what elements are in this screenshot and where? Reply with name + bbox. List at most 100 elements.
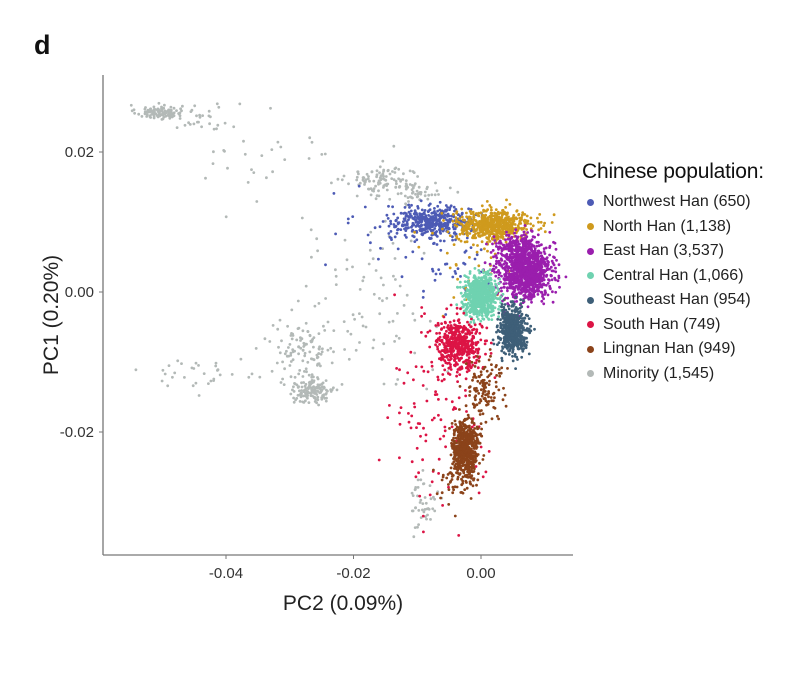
data-point <box>406 371 410 375</box>
data-point <box>439 356 443 360</box>
data-point <box>481 230 485 234</box>
data-point <box>444 397 448 401</box>
data-point <box>417 471 420 475</box>
data-point <box>449 368 453 371</box>
data-point <box>451 275 455 279</box>
data-point <box>471 335 475 339</box>
data-point <box>361 279 365 283</box>
data-point <box>511 300 515 303</box>
data-point <box>538 268 542 272</box>
data-point <box>459 357 463 360</box>
data-point <box>517 316 520 320</box>
data-point <box>490 297 494 301</box>
data-point <box>303 370 306 373</box>
data-point <box>433 227 437 230</box>
data-point <box>468 365 472 368</box>
data-point <box>452 215 456 219</box>
data-point <box>527 295 531 298</box>
data-point <box>300 392 303 396</box>
data-point <box>541 293 545 297</box>
panel-label: d <box>34 30 51 60</box>
data-point <box>417 217 421 221</box>
data-point <box>374 269 378 272</box>
data-point <box>409 209 413 213</box>
series-central-han <box>455 267 505 325</box>
data-point <box>439 239 442 243</box>
data-point <box>481 227 484 231</box>
data-point <box>509 259 512 263</box>
data-point <box>522 244 525 247</box>
data-point <box>443 355 446 359</box>
data-point <box>478 355 482 359</box>
data-point <box>464 377 468 381</box>
data-point <box>471 328 474 332</box>
data-point <box>557 263 561 267</box>
data-point <box>432 223 436 227</box>
data-point <box>540 257 544 261</box>
data-point <box>512 266 516 270</box>
data-point <box>518 266 522 270</box>
data-point <box>468 270 472 273</box>
data-point <box>462 360 466 364</box>
data-point <box>526 272 529 275</box>
data-point <box>531 224 535 228</box>
data-point <box>302 389 306 392</box>
data-point <box>551 300 555 304</box>
data-point <box>450 400 454 404</box>
data-point <box>530 261 534 265</box>
data-point <box>152 105 156 109</box>
data-point <box>395 334 398 338</box>
data-point <box>535 244 539 248</box>
data-point <box>425 220 429 224</box>
data-point <box>130 109 134 113</box>
data-point <box>175 126 179 129</box>
data-point <box>411 228 415 232</box>
data-point <box>504 344 508 348</box>
data-point <box>520 331 524 334</box>
data-point <box>334 232 337 236</box>
data-point <box>523 287 527 291</box>
data-point <box>469 325 473 329</box>
data-point <box>440 379 444 383</box>
data-point <box>299 346 303 350</box>
data-point <box>447 214 451 218</box>
data-point <box>455 210 459 214</box>
data-point <box>288 364 292 367</box>
data-point <box>172 106 176 110</box>
data-point <box>334 268 337 272</box>
data-point <box>441 373 445 376</box>
data-point <box>204 176 207 180</box>
data-point <box>480 278 484 282</box>
data-point <box>381 159 385 163</box>
data-point <box>387 204 390 208</box>
data-point <box>506 227 510 230</box>
data-point <box>474 284 477 288</box>
data-point <box>415 238 419 242</box>
data-point <box>420 208 424 212</box>
data-point <box>462 336 466 339</box>
data-point <box>434 181 437 185</box>
data-point <box>438 335 442 339</box>
data-point <box>300 385 304 389</box>
data-point <box>396 192 400 196</box>
data-point <box>407 203 411 207</box>
data-point <box>363 205 367 209</box>
data-point <box>525 336 528 340</box>
data-point <box>163 372 167 376</box>
data-point <box>551 290 554 294</box>
data-point <box>432 416 436 420</box>
data-point <box>554 290 558 294</box>
data-point <box>426 197 430 201</box>
data-point <box>411 250 415 254</box>
data-point <box>507 234 511 238</box>
data-point <box>414 218 418 222</box>
data-point <box>403 194 407 198</box>
data-point <box>538 213 542 216</box>
data-point <box>379 246 382 250</box>
data-point <box>320 388 324 392</box>
data-point <box>476 281 480 284</box>
data-point <box>483 342 487 346</box>
data-point <box>178 114 182 118</box>
data-point <box>391 170 394 173</box>
data-point <box>440 327 444 330</box>
